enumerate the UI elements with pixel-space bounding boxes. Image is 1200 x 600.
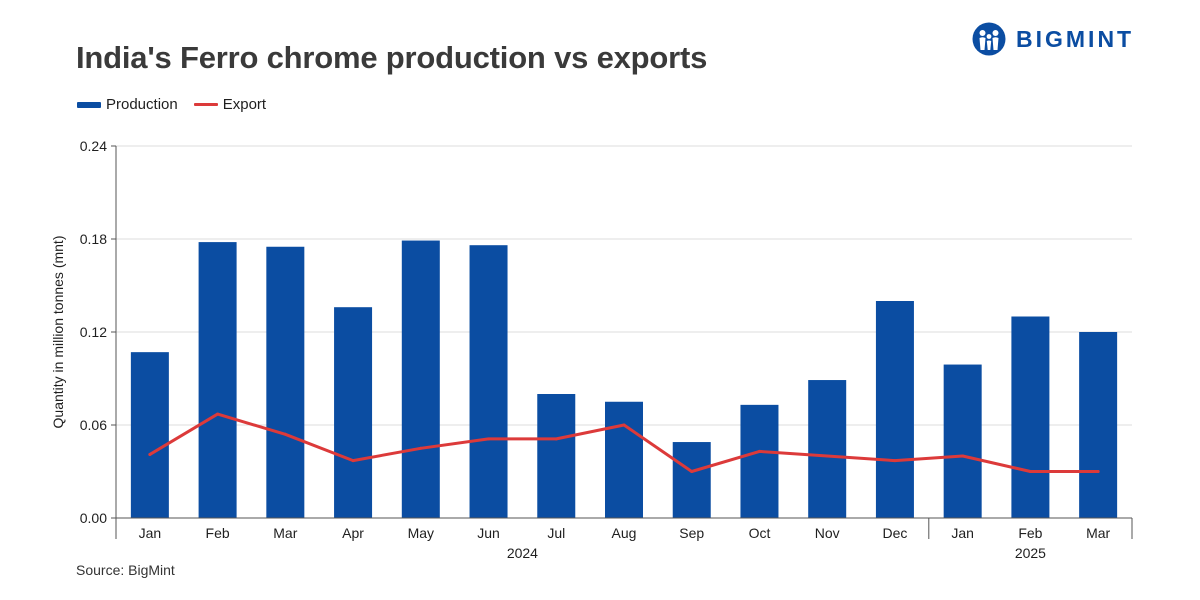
source-note: Source: BigMint xyxy=(76,562,175,578)
export-point xyxy=(419,446,423,450)
brand-logo: BIGMINT xyxy=(972,22,1134,56)
y-tick-label: 0.12 xyxy=(80,324,107,340)
export-point xyxy=(283,432,287,436)
x-tick-label: Apr xyxy=(342,525,364,541)
export-point xyxy=(757,449,761,453)
x-tick-label: Jul xyxy=(547,525,565,541)
y-tick-label: 0.00 xyxy=(80,510,107,526)
export-point xyxy=(690,470,694,473)
production-bar xyxy=(334,307,373,518)
production-bar xyxy=(943,364,982,518)
production-bar xyxy=(266,246,305,518)
y-tick-label: 0.24 xyxy=(80,138,107,154)
x-tick-label: Oct xyxy=(749,525,771,541)
export-point xyxy=(148,452,152,456)
export-point xyxy=(622,423,626,427)
legend-label-production: Production xyxy=(106,96,178,113)
x-tick-label: Mar xyxy=(273,525,297,541)
chart-legend: Production Export xyxy=(77,96,266,113)
export-point xyxy=(893,459,897,463)
production-bar xyxy=(537,394,576,518)
x-tick-label: Feb xyxy=(1018,525,1042,541)
x-tick-label: Sep xyxy=(679,525,704,541)
export-point xyxy=(1096,470,1100,473)
x-tick-label: May xyxy=(408,525,434,541)
production-bar xyxy=(740,404,779,518)
legend-swatch-production xyxy=(77,101,101,108)
production-bar xyxy=(605,401,643,518)
x-tick-label: Aug xyxy=(612,525,637,541)
year-label: 2024 xyxy=(507,545,538,561)
export-point xyxy=(216,412,220,416)
x-tick-label: Jan xyxy=(139,525,162,541)
legend-swatch-export xyxy=(193,103,218,106)
x-tick-label: Nov xyxy=(815,525,840,541)
year-label: 2025 xyxy=(1015,545,1046,561)
production-bar xyxy=(401,240,440,519)
x-tick-label: Mar xyxy=(1086,525,1110,541)
export-point xyxy=(554,437,558,441)
y-axis-title: Quantity in million tonnes (mnt) xyxy=(50,236,66,429)
production-bar xyxy=(875,301,914,518)
export-point xyxy=(487,437,491,441)
y-tick-label: 0.06 xyxy=(80,417,107,433)
x-tick-label: Feb xyxy=(206,525,230,541)
x-tick-label: Jun xyxy=(477,525,500,541)
legend-label-export: Export xyxy=(222,96,267,113)
x-tick-label: Dec xyxy=(882,525,907,541)
export-point xyxy=(1028,470,1032,473)
production-bar xyxy=(1079,332,1118,518)
export-point xyxy=(961,454,965,458)
production-bar xyxy=(1011,316,1050,518)
bigmint-people-icon xyxy=(972,22,1006,56)
legend-item-export: Export xyxy=(193,96,267,113)
export-point xyxy=(351,459,355,463)
production-bar xyxy=(469,245,508,518)
x-tick-label: Jan xyxy=(951,525,974,541)
legend-item-production: Production xyxy=(77,96,178,113)
chart-title: India's Ferro chrome production vs expor… xyxy=(76,40,708,75)
export-point xyxy=(825,454,829,458)
production-bar xyxy=(198,242,237,518)
y-tick-label: 0.18 xyxy=(80,231,107,247)
production-bar xyxy=(130,352,169,518)
brand-name: BIGMINT xyxy=(1016,25,1135,52)
production-bar xyxy=(808,380,847,518)
production-bar xyxy=(672,442,711,518)
